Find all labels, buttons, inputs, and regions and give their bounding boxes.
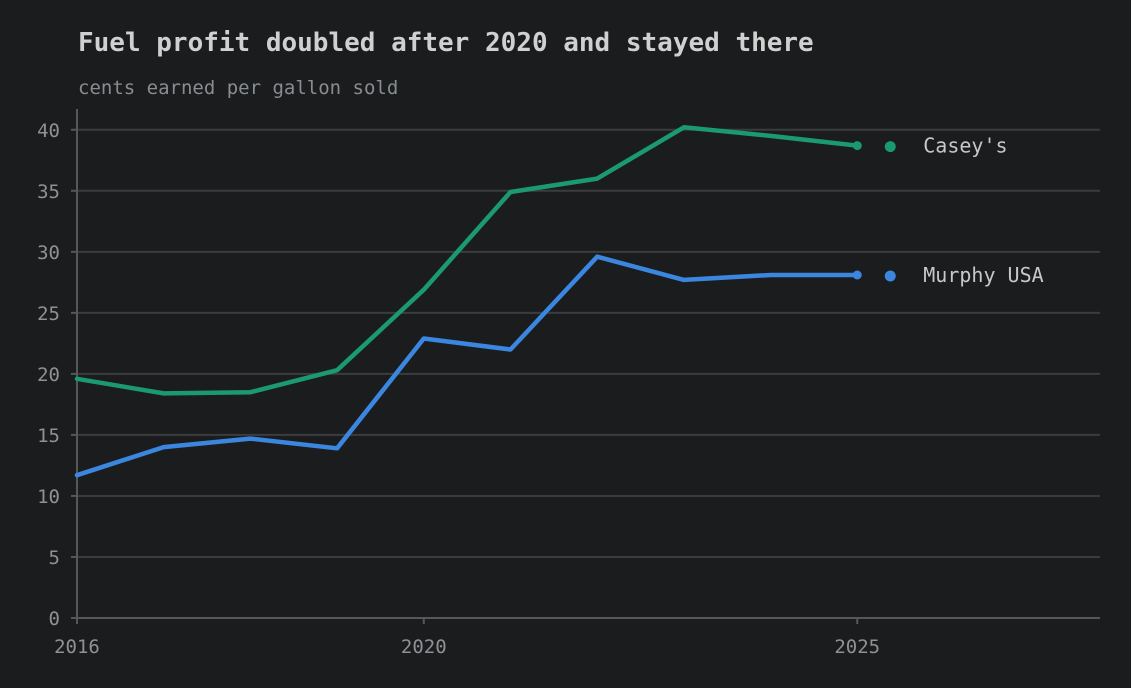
y-tick-label-35: 35: [37, 181, 60, 203]
legend-label-casey-s: Casey's: [923, 134, 1007, 158]
series-end-point-murphy-usa: [852, 270, 862, 280]
series-lines: [74, 125, 862, 478]
y-tick-label-30: 30: [37, 242, 60, 264]
y-tick-label-20: 20: [37, 364, 60, 386]
y-tick-label-5: 5: [49, 547, 60, 569]
x-tick-label-2016: 2016: [54, 636, 100, 658]
y-tick-label-0: 0: [49, 608, 60, 630]
series-line-murphy-usa: [74, 254, 860, 478]
series-line-casey-s: [74, 125, 860, 396]
y-tick-label-10: 10: [37, 486, 60, 508]
y-tick-label-40: 40: [37, 120, 60, 142]
legend-marker-murphy-usa: [884, 270, 896, 282]
y-tick-label-25: 25: [37, 303, 60, 325]
axes: [71, 109, 1100, 624]
legend-marker-casey-s: [884, 141, 896, 153]
grid-lines: [77, 128, 1100, 558]
legend-label-murphy-usa: Murphy USA: [923, 263, 1043, 287]
y-tick-label-15: 15: [37, 425, 60, 447]
chart-subtitle: cents earned per gallon sold: [78, 77, 399, 99]
legend: Casey's Murphy USA: [884, 134, 1044, 287]
x-tick-label-2025: 2025: [834, 636, 880, 658]
chart-title: Fuel profit doubled after 2020 and staye…: [78, 28, 814, 58]
x-tick-label-2020: 2020: [401, 636, 447, 658]
series-end-point-casey-s: [852, 141, 862, 151]
